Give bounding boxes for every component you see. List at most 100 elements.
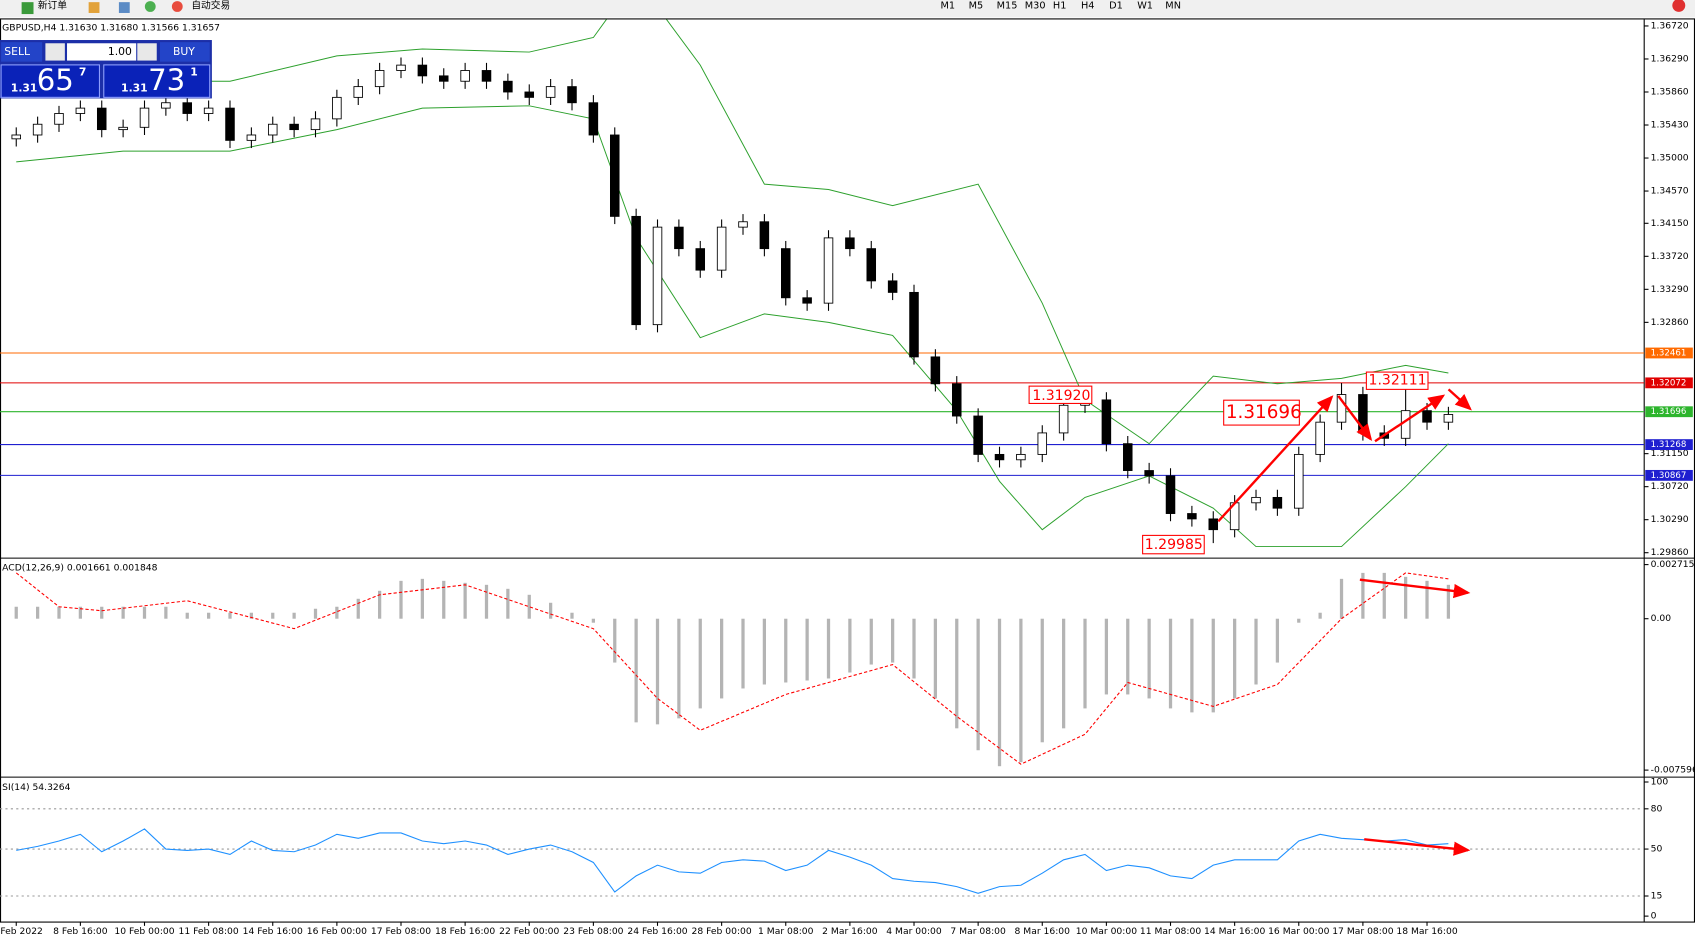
price-level-label: 1.30867: [1651, 471, 1687, 481]
candle-body: [1315, 421, 1325, 455]
candle-body: [1037, 432, 1048, 455]
x-tick-label: 18 Feb 16:00: [435, 926, 495, 937]
auto-trading-icon[interactable]: [171, 1, 183, 12]
macd-histogram-bar: [826, 618, 831, 679]
new-order-button[interactable]: 新订单: [38, 0, 67, 11]
timeframe-button[interactable]: M5: [969, 0, 984, 11]
macd-histogram-bar: [1126, 618, 1130, 695]
price-level-label: 1.32461: [1651, 348, 1687, 358]
sell-price-box[interactable]: [0, 64, 100, 98]
candle-body: [973, 415, 983, 455]
macd-histogram-bar: [1190, 618, 1194, 713]
lot-increase[interactable]: [137, 43, 157, 61]
annotation: 1.32111: [1369, 373, 1427, 389]
timeframe-button[interactable]: MN: [1165, 0, 1181, 11]
timeframe-button[interactable]: M30: [1025, 0, 1046, 11]
bollinger-band: [16, 19, 1449, 445]
buy-button[interactable]: [159, 42, 210, 62]
candle-body: [652, 226, 663, 326]
auto-trading-button[interactable]: 自动交易: [191, 0, 230, 11]
macd-histogram-bar: [1318, 612, 1322, 619]
lot-value[interactable]: 1.00: [108, 45, 132, 58]
candle-body: [267, 123, 278, 136]
new-order-icon[interactable]: [21, 2, 34, 15]
candle-body: [631, 215, 641, 326]
candle-body: [460, 70, 470, 82]
x-tick-label: 23 Feb 08:00: [563, 926, 623, 937]
buy-price-box[interactable]: [103, 64, 211, 98]
candle-body: [1187, 513, 1197, 520]
sell-button[interactable]: [1, 42, 43, 62]
price-level-tag: [1645, 377, 1693, 389]
buy-label[interactable]: BUY: [173, 45, 195, 58]
timeframe-button[interactable]: M1: [940, 0, 955, 11]
macd-histogram-bar: [720, 618, 724, 699]
macd-histogram-bar: [1361, 572, 1365, 619]
x-tick-label: 22 Feb 00:00: [499, 926, 559, 937]
lot-decrease[interactable]: [45, 43, 65, 61]
macd-histogram-bar: [420, 578, 424, 619]
candle-body: [930, 356, 941, 385]
macd-histogram-bar: [378, 590, 382, 619]
sell-label[interactable]: SELL: [4, 45, 30, 58]
macd-signal-line: [15, 572, 1449, 765]
candle-body: [1251, 496, 1261, 504]
y-tick-label: 1.29860: [1651, 547, 1689, 558]
candle-body: [994, 453, 1005, 461]
candle-body: [1443, 414, 1454, 423]
macd-histogram-bar: [527, 594, 531, 619]
candle-body: [374, 70, 385, 88]
toolbar-icon[interactable]: [88, 2, 100, 13]
annotations: 1.31920 1.29985 1.31696 1.32111: [1028, 371, 1472, 856]
candle-body: [1165, 475, 1176, 514]
macd-histogram-bar: [677, 618, 681, 719]
y-tick-label: 1.34570: [1651, 186, 1689, 197]
y-tick-label: 1.32860: [1651, 317, 1689, 328]
macd-histogram-bar: [292, 612, 296, 619]
candle-body: [1123, 443, 1133, 471]
macd-histogram-bar: [1168, 618, 1173, 709]
macd-histogram-bar: [784, 618, 788, 683]
x-tick-label: 18 Mar 16:00: [1396, 926, 1457, 937]
timeframe-button[interactable]: D1: [1109, 0, 1123, 11]
lot-input[interactable]: [67, 43, 137, 61]
y-tick-label: 0.00: [1651, 613, 1672, 624]
alert-icon[interactable]: [1672, 0, 1686, 12]
macd-histogram-bar: [1211, 618, 1215, 713]
toolbar-icon[interactable]: [118, 2, 130, 13]
macd-histogram-bar: [976, 618, 980, 751]
candle-body: [246, 134, 257, 141]
x-tick-label: 16 Feb 00:00: [307, 926, 367, 937]
toolbar-icon[interactable]: [144, 1, 156, 12]
candle-body: [524, 91, 535, 98]
x-tick-label: 10 Mar 00:00: [1076, 926, 1137, 937]
macd-histogram-bar: [591, 618, 596, 623]
macd-histogram-bar: [570, 612, 574, 619]
candle-body: [759, 221, 770, 250]
x-tick-label: 24 Feb 16:00: [627, 926, 687, 937]
x-tick-label: 8 Mar 16:00: [1015, 926, 1071, 937]
macd-histogram-bar: [698, 618, 702, 709]
x-tick-label: 4 Mar 00:00: [886, 926, 942, 937]
annotation-box: [1223, 399, 1300, 426]
arrow: [1337, 395, 1373, 442]
timeframe-button[interactable]: W1: [1137, 0, 1153, 11]
macd-histogram-bar: [57, 606, 61, 619]
y-tick-label: 0: [1651, 911, 1657, 922]
candle-body: [695, 248, 706, 271]
macd-histogram-bar: [399, 580, 403, 619]
annotation: 1.29985: [1145, 537, 1203, 553]
timeframe-button[interactable]: M15: [997, 0, 1018, 11]
macd-histogram-bar: [1019, 618, 1023, 763]
macd-histogram-bar: [356, 598, 360, 619]
macd-histogram-bar: [955, 618, 959, 729]
y-tick-label: 50: [1651, 844, 1663, 855]
chart-frame: [0, 18, 1695, 923]
timeframe-button[interactable]: H4: [1081, 0, 1094, 11]
price-level-tag: [1645, 439, 1693, 450]
timeframe-button[interactable]: H1: [1053, 0, 1066, 11]
candle-body: [1400, 410, 1411, 439]
macd-histogram-bar: [1382, 572, 1386, 619]
